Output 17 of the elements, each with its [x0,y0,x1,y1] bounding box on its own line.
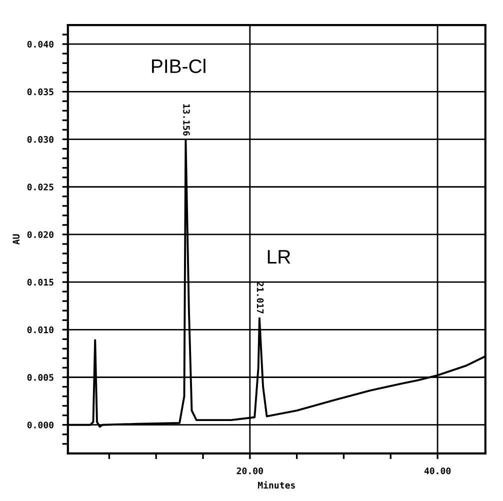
annotation: 21.017 [256,282,264,314]
y-tick-label: 0.010 [27,326,54,334]
y-tick-label: 0.040 [27,40,54,48]
annotation: LR [268,250,290,264]
y-tick-label: 0.015 [27,278,54,286]
y-tick-label: 0.030 [27,136,54,143]
x-tick-label: 20.00 [236,467,263,474]
x-axis-title: Minutes [258,481,295,489]
y-tick-label: 0.005 [27,374,54,381]
y-tick-label: 0.035 [27,88,54,96]
annotation: PIB-Cl [152,58,206,74]
y-axis-title: AU [12,234,20,245]
x-tick-label: 40.00 [424,467,451,474]
y-tick-label: 0.025 [27,184,54,190]
y-tick-label: 0.020 [27,231,54,238]
annotation: 13.156 [183,104,190,136]
y-tick-label: 0.000 [27,422,54,428]
